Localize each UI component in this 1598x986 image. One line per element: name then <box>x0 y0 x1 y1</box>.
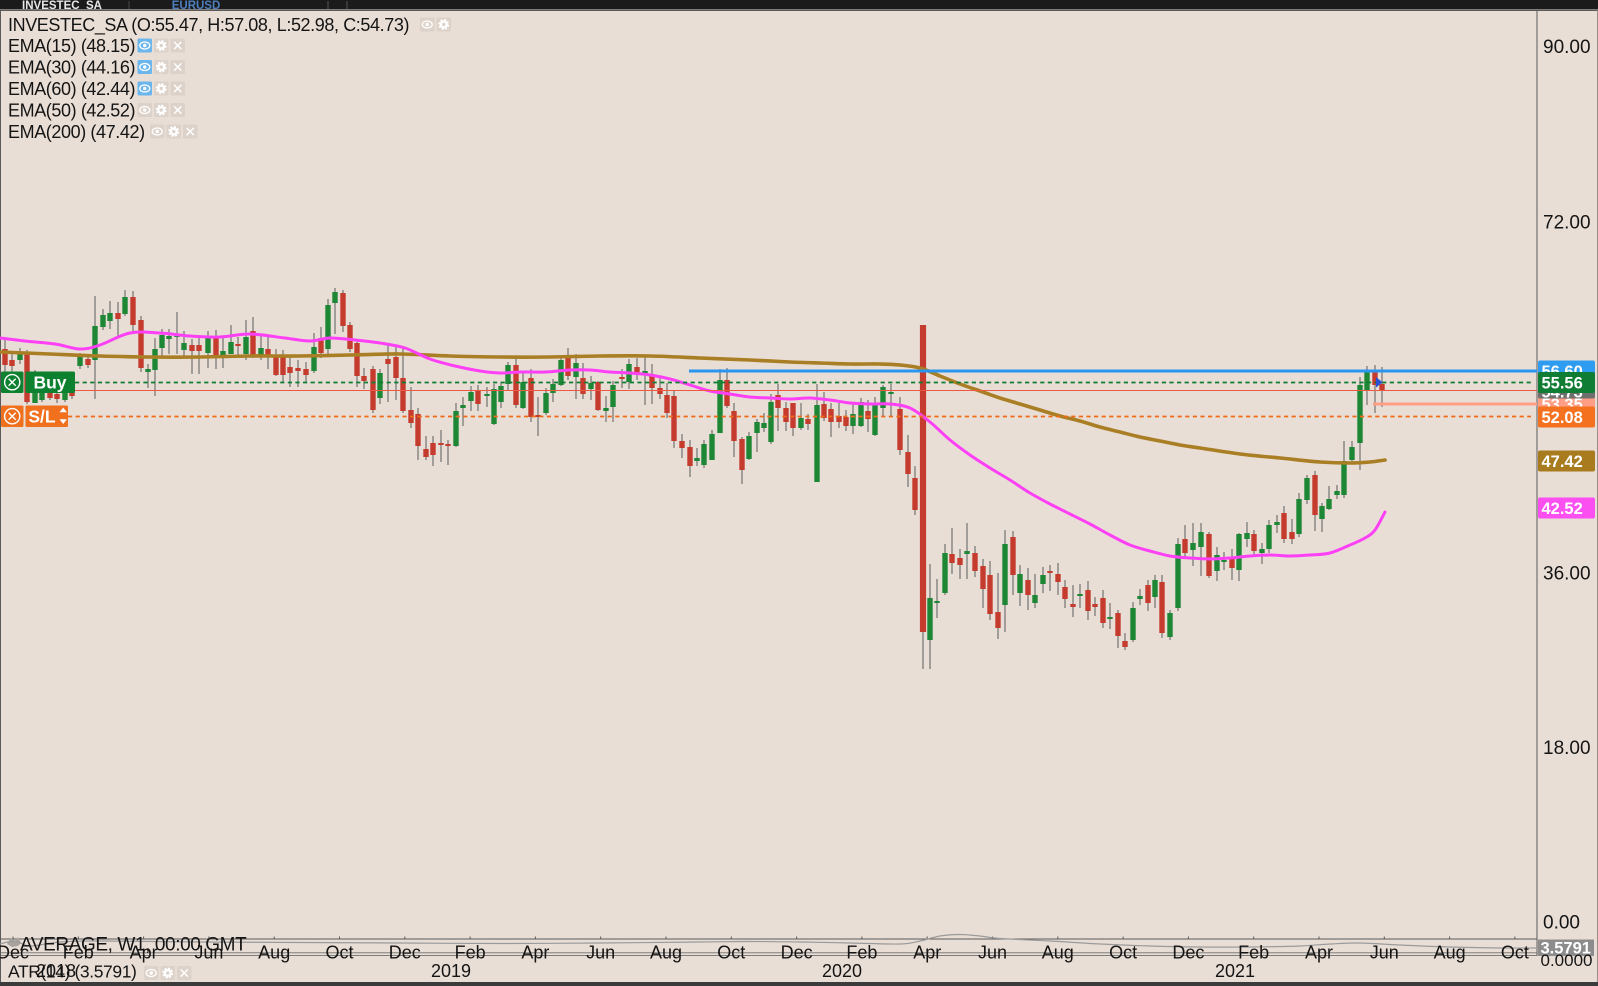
svg-text:EMA(50) (42.52): EMA(50) (42.52) <box>8 101 135 121</box>
svg-text:Feb: Feb <box>455 943 486 963</box>
svg-text:Apr: Apr <box>130 943 158 963</box>
svg-text:Buy: Buy <box>33 373 66 393</box>
svg-text:Jun: Jun <box>194 943 223 963</box>
svg-text:Oct: Oct <box>1109 943 1137 963</box>
svg-text:S/L: S/L <box>28 407 56 427</box>
svg-text:36.00: 36.00 <box>1543 564 1591 585</box>
svg-text:42.52: 42.52 <box>1542 500 1583 518</box>
svg-text:INVESTEC_SA: INVESTEC_SA <box>22 0 102 12</box>
svg-text:Aug: Aug <box>1042 943 1074 963</box>
svg-text:Oct: Oct <box>1501 943 1529 963</box>
svg-text:55.56: 55.56 <box>1542 375 1583 393</box>
svg-text:Dec: Dec <box>0 943 29 963</box>
svg-text:47.42: 47.42 <box>1542 453 1583 471</box>
svg-text:Jun: Jun <box>1370 943 1399 963</box>
svg-text:Dec: Dec <box>781 943 813 963</box>
svg-text:EMA(15) (48.15): EMA(15) (48.15) <box>8 36 135 56</box>
svg-text:0.00: 0.00 <box>1543 913 1580 934</box>
svg-text:Aug: Aug <box>650 943 682 963</box>
svg-text:INVESTEC_SA (O:55.47, H:57.08,: INVESTEC_SA (O:55.47, H:57.08, L:52.98, … <box>8 15 409 36</box>
svg-text:EMA(60) (42.44): EMA(60) (42.44) <box>8 79 135 99</box>
svg-text:Feb: Feb <box>1238 943 1269 963</box>
svg-text:Feb: Feb <box>63 943 94 963</box>
svg-text:0.0000: 0.0000 <box>1541 951 1593 970</box>
svg-text:AVERAGE, W1, 00:00 GMT: AVERAGE, W1, 00:00 GMT <box>20 935 247 956</box>
svg-text:Feb: Feb <box>846 943 877 963</box>
svg-text:EMA(30) (44.16): EMA(30) (44.16) <box>8 58 135 78</box>
svg-text:Dec: Dec <box>389 943 421 963</box>
svg-text:Aug: Aug <box>1434 943 1466 963</box>
svg-text:Apr: Apr <box>521 943 549 963</box>
svg-text:EURUSD: EURUSD <box>172 0 221 12</box>
svg-text:2019: 2019 <box>431 961 471 981</box>
svg-text:Oct: Oct <box>325 943 353 963</box>
svg-text:Apr: Apr <box>913 943 941 963</box>
svg-text:2018: 2018 <box>36 961 76 981</box>
svg-text:ATR(14) (3.5791): ATR(14) (3.5791) <box>8 962 136 982</box>
svg-text:Apr: Apr <box>1305 943 1333 963</box>
svg-text:3.5791: 3.5791 <box>1541 940 1591 958</box>
svg-text:72.00: 72.00 <box>1543 213 1591 234</box>
svg-text:Jun: Jun <box>978 943 1007 963</box>
svg-text:2020: 2020 <box>822 961 862 981</box>
svg-text:EMA(200) (47.42): EMA(200) (47.42) <box>8 122 145 142</box>
svg-text:90.00: 90.00 <box>1543 37 1591 58</box>
svg-text:18.00: 18.00 <box>1543 738 1591 759</box>
svg-text:Jun: Jun <box>586 943 615 963</box>
svg-text:52.08: 52.08 <box>1542 409 1583 427</box>
svg-text:Aug: Aug <box>258 943 290 963</box>
svg-text:2021: 2021 <box>1215 961 1255 981</box>
svg-text:Oct: Oct <box>717 943 745 963</box>
svg-text:Dec: Dec <box>1172 943 1204 963</box>
